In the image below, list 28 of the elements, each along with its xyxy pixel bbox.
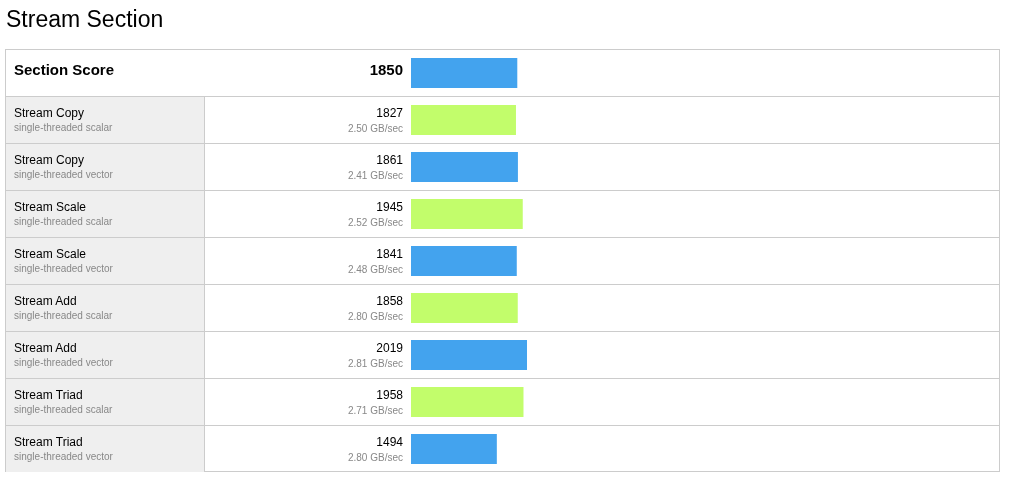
bar: [411, 105, 516, 135]
y-tick-label: Section Score: [14, 60, 115, 78]
data-label: 1858 2.80 GB/sec: [347, 294, 404, 322]
text: Stream Section: [6, 6, 164, 32]
data-label: 1850: [369, 61, 403, 79]
data-label: 1861 2.41 GB/sec: [347, 153, 404, 181]
bar: [411, 58, 518, 88]
y-tick-label: Stream Add single-threaded vector: [14, 340, 114, 368]
bar: [411, 293, 518, 323]
data-label: 1958 2.71 GB/sec: [347, 388, 404, 416]
y-tick-label: Stream Triad single-threaded vector: [14, 434, 114, 462]
y-tick-label: Stream Scale single-threaded scalar: [14, 199, 114, 227]
bar: [411, 387, 524, 417]
data-label: 1494 2.80 GB/sec: [347, 435, 404, 463]
y-tick-label: Stream Copy single-threaded vector: [14, 152, 114, 180]
bar: [411, 434, 497, 464]
bar: [411, 340, 527, 370]
y-tick-label: Stream Triad single-threaded scalar: [14, 387, 114, 415]
data-label: 1945 2.52 GB/sec: [347, 200, 404, 228]
data-label: 2019 2.81 GB/sec: [347, 341, 404, 369]
y-tick-label: Stream Add single-threaded scalar: [14, 293, 114, 321]
data-label: 1827 2.50 GB/sec: [347, 106, 404, 134]
bar: [411, 246, 517, 276]
bar: [411, 199, 523, 229]
bar: [411, 152, 518, 182]
y-tick-label: Stream Scale single-threaded vector: [14, 246, 114, 274]
data-label: 1841 2.48 GB/sec: [347, 247, 404, 275]
y-tick-label: Stream Copy single-threaded scalar: [14, 105, 114, 133]
